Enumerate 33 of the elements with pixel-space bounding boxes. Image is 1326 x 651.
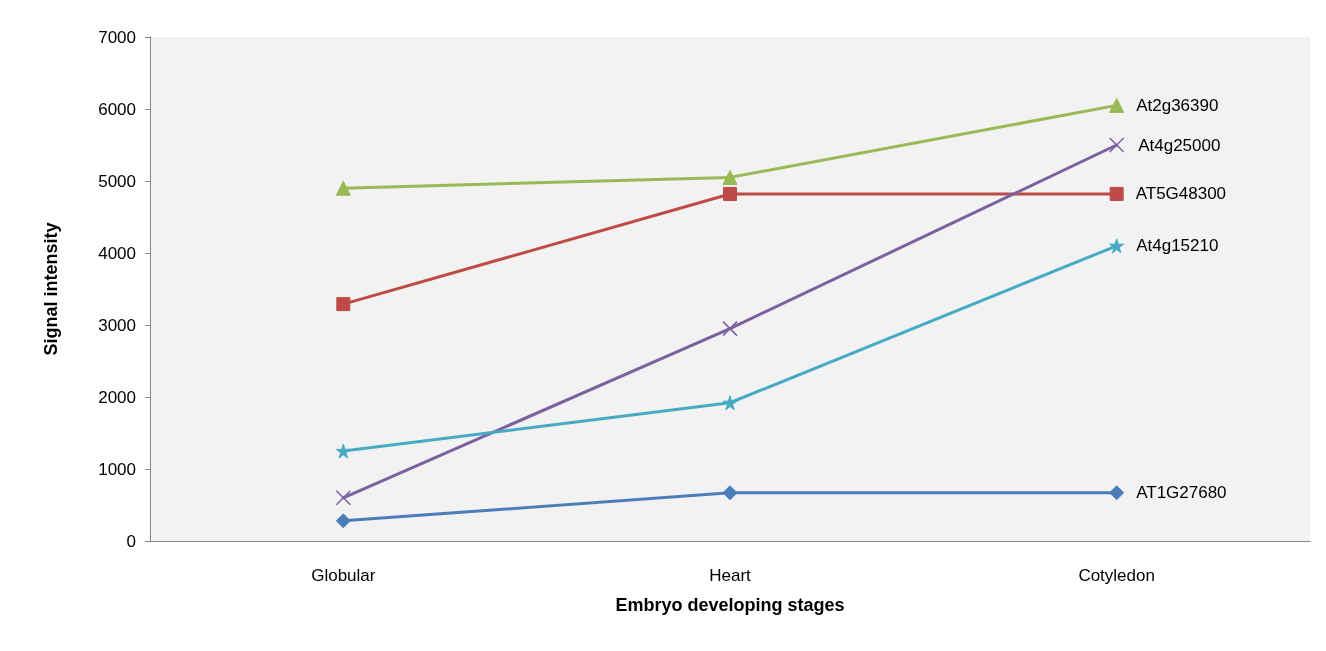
y-tick-label: 4000	[98, 243, 136, 263]
x-tick-label: Cotyledon	[1078, 566, 1155, 585]
y-tick-label: 5000	[98, 171, 136, 191]
x-tick-label: Globular	[311, 566, 376, 585]
point	[722, 320, 738, 337]
y-tick-label: 3000	[98, 315, 136, 335]
y-tick-label: 7000	[98, 27, 136, 47]
point	[723, 186, 737, 201]
point	[335, 180, 351, 196]
series-label: At2g36390	[1136, 95, 1219, 115]
series-label: AT1G27680	[1136, 483, 1227, 503]
point	[335, 443, 351, 459]
y-tick-label: 6000	[98, 99, 136, 119]
y-axis-title: Signal intensity	[41, 222, 61, 356]
point	[336, 297, 351, 312]
point	[1109, 238, 1125, 254]
series-label: At4g15210	[1136, 236, 1219, 256]
point	[335, 490, 352, 506]
point	[1108, 137, 1125, 153]
point	[335, 513, 351, 529]
point	[1109, 485, 1125, 501]
point	[1109, 97, 1125, 113]
y-tick-label: 2000	[98, 387, 136, 407]
series-label: At4g25000	[1138, 135, 1221, 155]
point	[722, 485, 738, 501]
point	[722, 169, 738, 185]
y-tick-label: 0	[126, 531, 136, 551]
y-tick-label: 1000	[98, 459, 136, 479]
point	[1109, 186, 1124, 201]
point	[722, 395, 738, 411]
series-label: AT5G48300	[1135, 184, 1227, 204]
x-tick-label: Heart	[709, 566, 752, 585]
x-axis-title: Embryo developing stages	[615, 595, 845, 615]
